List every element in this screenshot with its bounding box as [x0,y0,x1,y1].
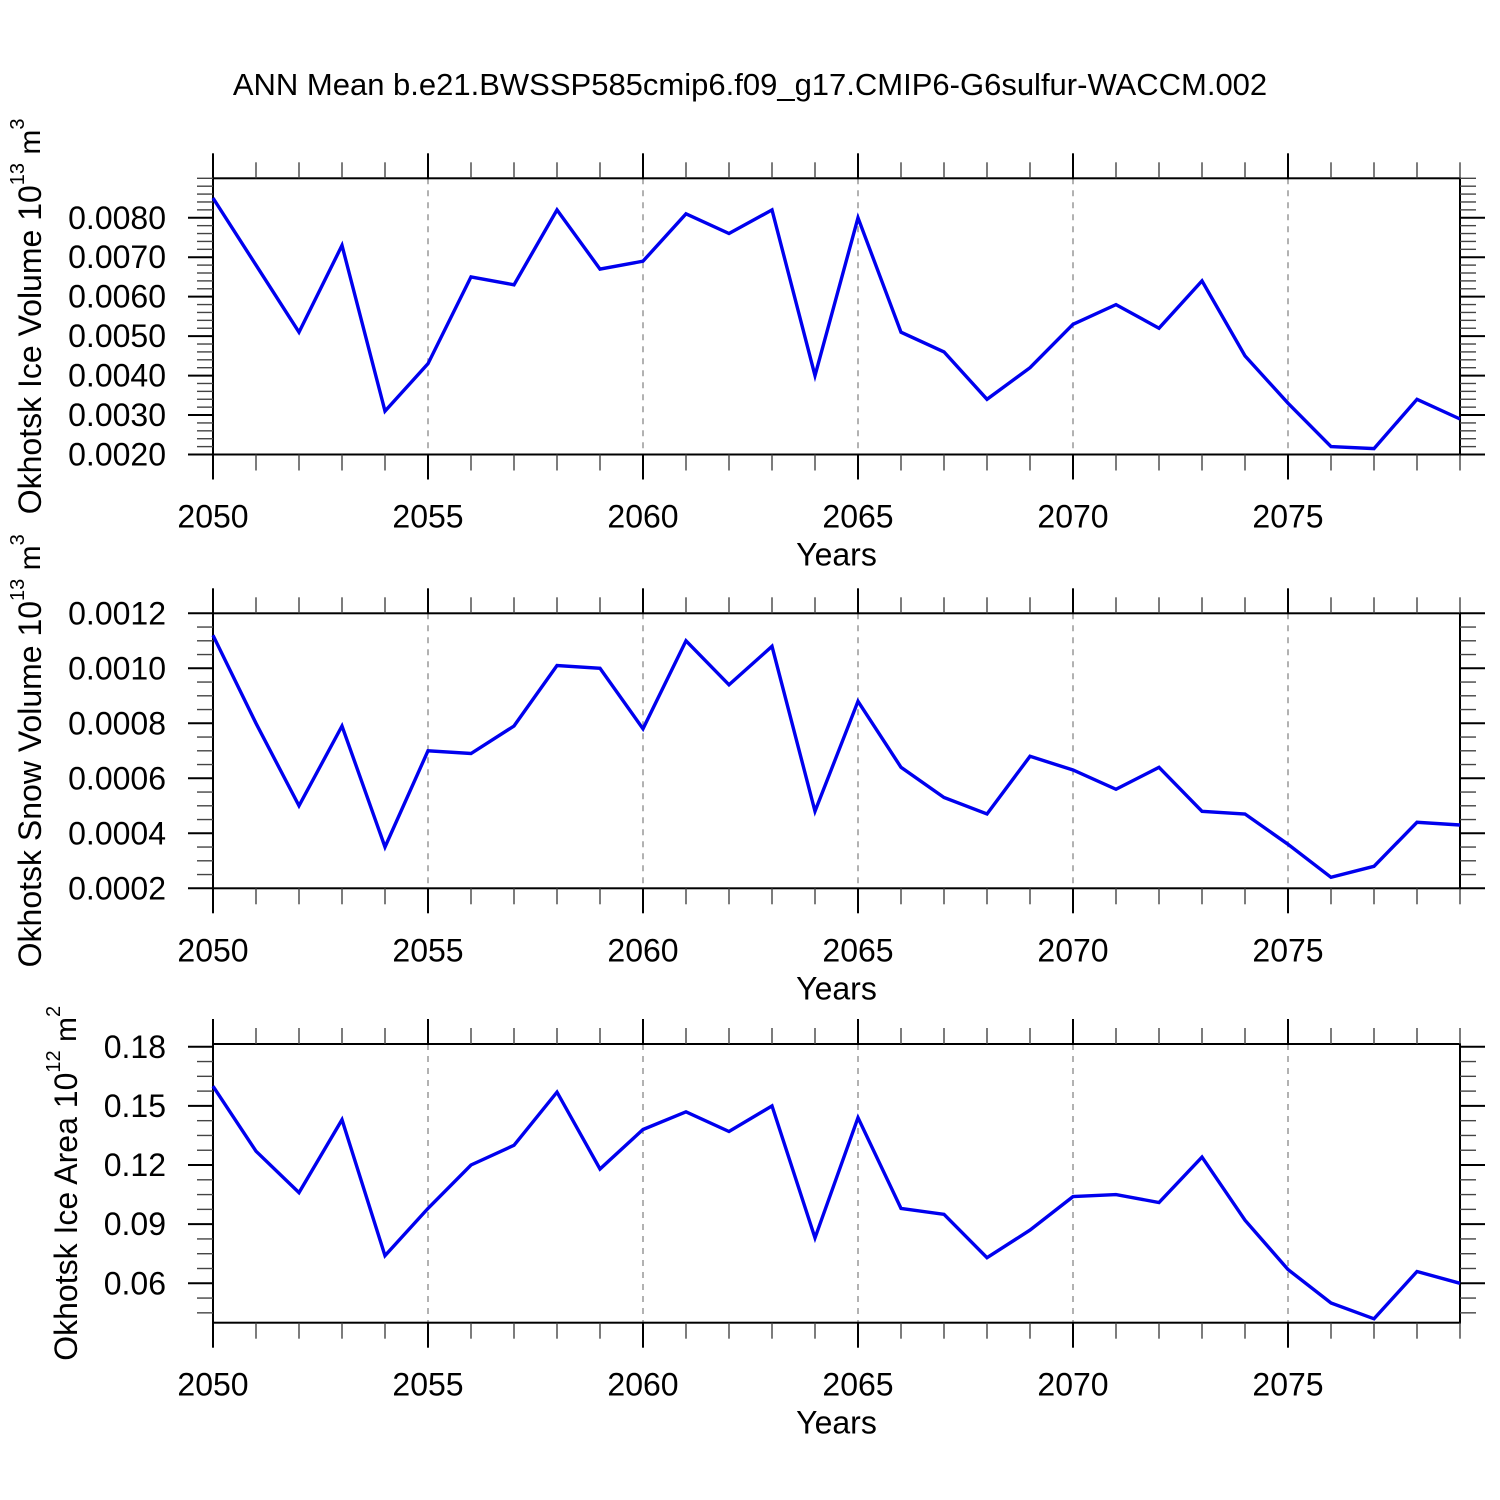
plot-frame [212,177,1461,456]
plot-frame [212,612,1461,890]
y-tick-label: 0.0040 [68,358,166,394]
y-tick-label: 0.0070 [68,239,166,275]
chart-title: ANN Mean b.e21.BWSSP585cmip6.f09_g17.CMI… [233,67,1267,102]
x-tick-label: 2050 [177,499,248,535]
x-tick-label: 2055 [392,1367,463,1403]
y-tick-label: 0.0006 [68,760,166,796]
plot-panel-1: 2050 2055 2060 2065 2070 20750.00200.00300.00… [7,119,1485,573]
y-tick-label: 0.12 [104,1147,166,1183]
x-tick-label: 2060 [607,499,678,535]
y-tick-label: 0.0030 [68,397,166,433]
x-axis-title: Years [796,970,877,1006]
x-tick-label: 2055 [392,932,463,968]
x-tick-label: 2060 [607,932,678,968]
plot-frame [212,1043,1461,1324]
x-tick-label: 2050 [177,1367,248,1403]
x-tick-label: 2070 [1037,1367,1108,1403]
x-axis-title: Years [796,1405,877,1441]
x-tick-label: 2075 [1252,1367,1323,1403]
x-tick-label: 2055 [392,499,463,535]
y-tick-label: 0.0004 [68,815,166,851]
x-tick-label: 2065 [822,932,893,968]
y-axis-title: Okhotsk Snow Volume 1013 m3 [7,534,48,967]
x-tick-label: 2060 [607,1367,678,1403]
y-tick-label: 0.09 [104,1206,166,1242]
y-tick-label: 0.0002 [68,870,166,906]
data-series-line [211,1085,1461,1321]
x-tick-label: 2075 [1252,932,1323,968]
y-tick-label: 0.18 [104,1029,166,1065]
x-axis-title: Years [796,537,877,573]
x-tick-label: 2050 [177,932,248,968]
x-tick-label: 2070 [1037,932,1108,968]
y-tick-label: 0.15 [104,1088,166,1124]
y-tick-label: 0.0010 [68,650,166,686]
x-tick-label: 2065 [822,1367,893,1403]
y-tick-label: 0.0020 [68,437,166,473]
plot-panel-3: 2050 2055 2060 2065 2070 2075 0.06 0.09 0.12 0.15… [43,1006,1485,1441]
y-tick-label: 0.0050 [68,318,166,354]
y-axis-title: Okhotsk Ice Volume 1013 m3 [7,119,48,515]
x-tick-label: 2070 [1037,499,1108,535]
y-tick-label: 0.0080 [68,200,166,236]
x-tick-label: 2065 [822,499,893,535]
y-tick-label: 0.0008 [68,705,166,741]
y-axis-title: Okhotsk Ice Area 1012 m2 [43,1006,84,1361]
plot-panel-2: 2050 2055 2060 2065 2070 2075 0.0002 0.0004 0.00… [7,534,1485,1006]
x-tick-label: 2075 [1252,499,1323,535]
y-tick-label: 0.06 [104,1265,166,1301]
y-tick-label: 0.0012 [68,595,166,631]
data-series-line [211,634,1461,880]
data-series-line [211,197,1461,451]
y-tick-label: 0.0060 [68,279,166,315]
